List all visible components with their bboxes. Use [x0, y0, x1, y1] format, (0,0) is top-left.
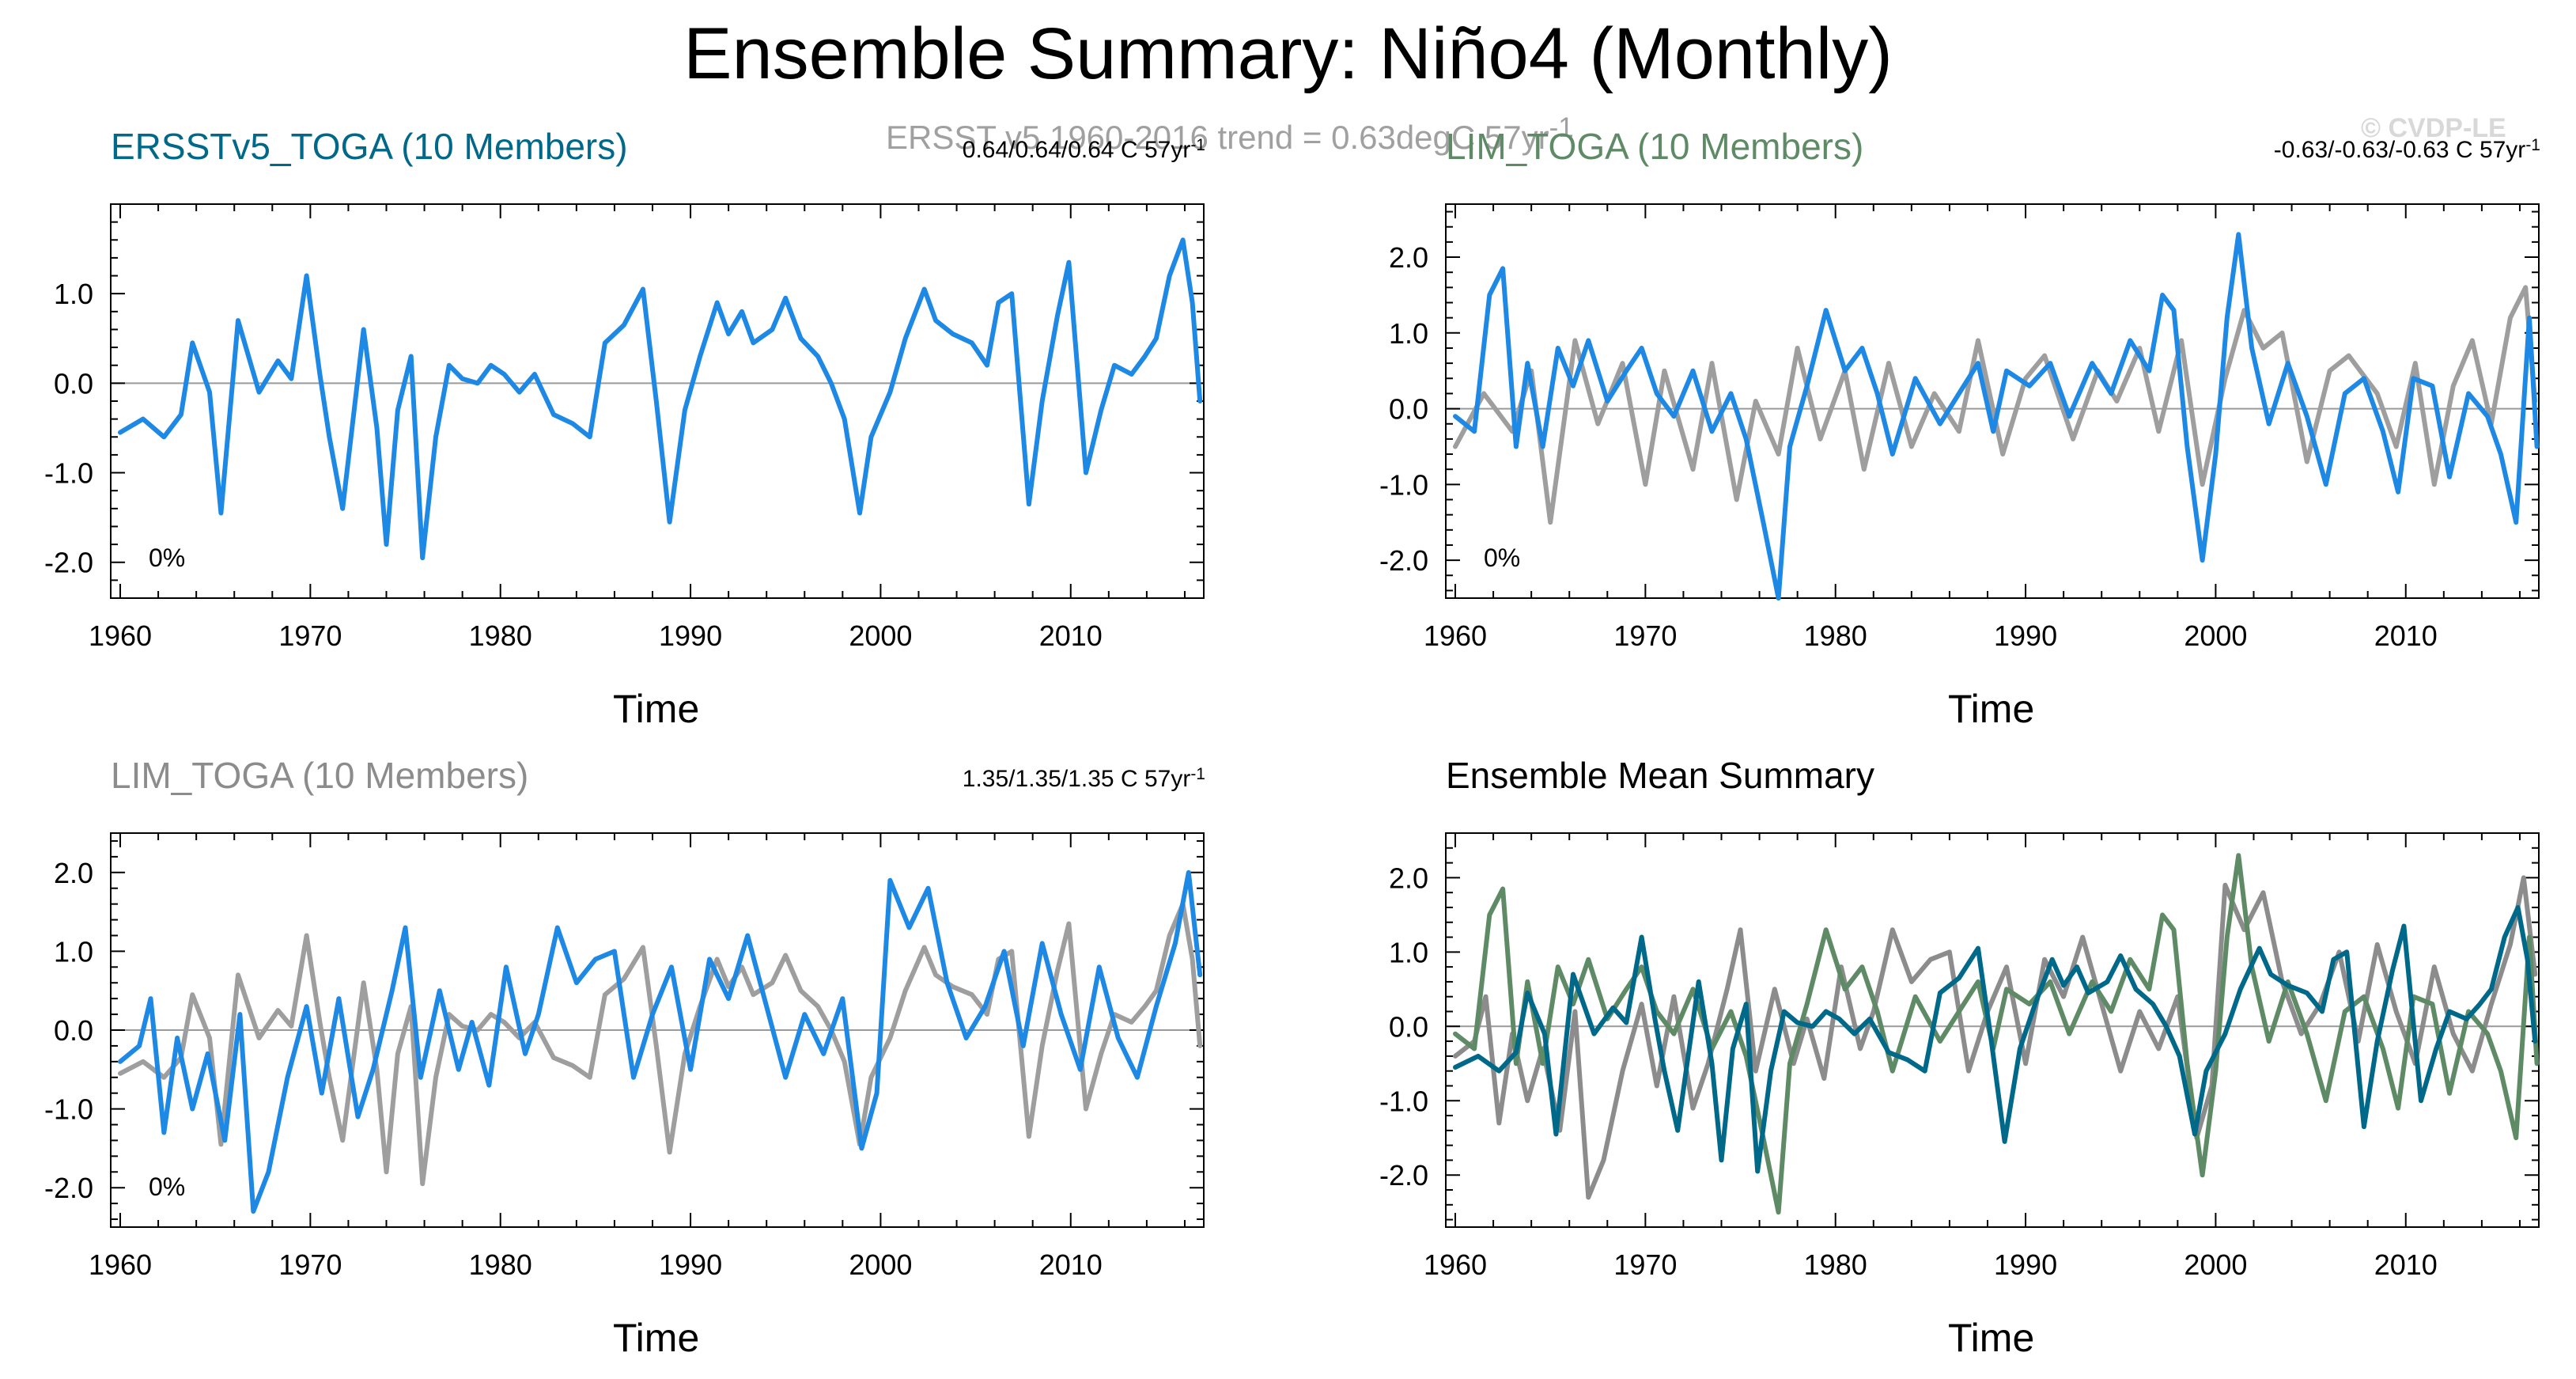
panel-stat-sup-top-left: -1 [1190, 136, 1205, 154]
xlabel-bottom-right: Time [1948, 1316, 2035, 1360]
ytick-label-bottom-left: -1.0 [44, 1093, 93, 1126]
xtick-label-bottom-left: 1960 [89, 1248, 152, 1281]
ytick-label-bottom-right: -1.0 [1379, 1085, 1428, 1117]
xtick-label-top-right: 2010 [2374, 619, 2438, 652]
ytick-label-top-right: -2.0 [1379, 544, 1428, 577]
xlabel-top-left: Time [613, 687, 700, 731]
panel-stat-top-right: -0.63/-0.63/-0.63 C 57yr-1 [2274, 136, 2540, 165]
ytick-label-bottom-right: 1.0 [1389, 936, 1428, 968]
ytick-label-bottom-right: 0.0 [1389, 1010, 1428, 1043]
series-line-bottom-left-1 [118, 869, 1203, 1214]
xtick-label-top-right: 2000 [2184, 619, 2247, 652]
xtick-label-top-left: 1990 [659, 619, 722, 652]
panel-title-top-left: ERSSTv5_TOGA (10 Members) [111, 126, 628, 167]
xtick-label-top-left: 1960 [89, 619, 152, 652]
ytick-label-top-left: 1.0 [54, 278, 93, 310]
ytick-label-bottom-left: 2.0 [54, 857, 93, 889]
ytick-label-top-right: 1.0 [1389, 317, 1428, 350]
ytick-label-bottom-left: -2.0 [44, 1172, 93, 1204]
xtick-label-bottom-right: 1960 [1424, 1248, 1487, 1281]
trend-subtitle: ERSST v5 1960-2016 trend = 0.63degC 57yr… [886, 109, 1574, 157]
panel-stat-top-left: 0.64/0.64/0.64 C 57yr-1 [963, 136, 1205, 165]
ytick-label-top-right: -1.0 [1379, 468, 1428, 501]
trend-subtitle-text: ERSST v5 1960-2016 trend = 0.63degC 57yr [886, 119, 1549, 156]
plot-frame-top-right [1445, 203, 2540, 599]
panel-title-top-right: LIM_TOGA (10 Members) [1446, 126, 1864, 167]
ytick-label-top-left: 0.0 [54, 367, 93, 400]
ytick-label-bottom-left: 1.0 [54, 935, 93, 968]
panel-stat-text-top-left: 0.64/0.64/0.64 C 57yr [962, 137, 1191, 163]
xtick-label-bottom-right: 1990 [1994, 1248, 2057, 1281]
percent-label-top-left: 0% [149, 544, 186, 572]
ytick-label-bottom-right: -2.0 [1379, 1159, 1428, 1191]
panel-stat-text-top-right: -0.63/-0.63/-0.63 C 57yr [2273, 137, 2526, 163]
plot-frame-bottom-right [1445, 832, 2540, 1228]
trend-subtitle-sup: -1 [1549, 112, 1574, 143]
percent-label-bottom-left: 0% [149, 1173, 186, 1201]
panel-stat-bottom-left: 1.35/1.35/1.35 C 57yr-1 [963, 765, 1205, 794]
series-line-bottom-left-0 [118, 901, 1203, 1187]
panel-title-bottom-left: LIM_TOGA (10 Members) [111, 755, 529, 796]
xtick-label-bottom-left: 2000 [849, 1248, 912, 1281]
ytick-label-top-right: 0.0 [1389, 393, 1428, 426]
copyright-watermark: © CVDP-LE [2361, 113, 2506, 143]
panel-stat-sup-bottom-left: -1 [1190, 765, 1205, 783]
ytick-label-bottom-left: 0.0 [54, 1014, 93, 1047]
xtick-label-bottom-left: 2010 [1039, 1248, 1103, 1281]
xtick-label-top-left: 2010 [1039, 619, 1103, 652]
xtick-label-top-left: 2000 [849, 619, 912, 652]
panel-title-bottom-right: Ensemble Mean Summary [1446, 755, 1874, 796]
panel-stat-text-bottom-left: 1.35/1.35/1.35 C 57yr [962, 766, 1191, 792]
xtick-label-top-left: 1970 [278, 619, 342, 652]
series-line-bottom-right-1 [1453, 853, 2540, 1215]
xtick-label-bottom-left: 1970 [278, 1248, 342, 1281]
xtick-label-top-right: 1990 [1994, 619, 2057, 652]
xtick-label-bottom-left: 1990 [659, 1248, 722, 1281]
series-line-top-left-0 [118, 237, 1203, 561]
series-line-top-right-0 [1453, 285, 2538, 525]
xlabel-bottom-left: Time [613, 1316, 700, 1360]
ytick-label-top-left: -2.0 [44, 547, 93, 579]
series-line-bottom-right-2 [1453, 905, 2538, 1174]
ytick-label-top-right: 2.0 [1389, 241, 1428, 274]
ytick-label-bottom-right: 2.0 [1389, 862, 1428, 894]
xtick-label-top-right: 1960 [1424, 619, 1487, 652]
page-title: Ensemble Summary: Niño4 (Monthly) [683, 13, 1893, 94]
xtick-label-top-right: 1970 [1613, 619, 1677, 652]
xlabel-top-right: Time [1948, 687, 2035, 731]
ytick-label-top-left: -1.0 [44, 457, 93, 490]
xtick-label-bottom-right: 2010 [2374, 1248, 2438, 1281]
xtick-label-top-left: 1980 [469, 619, 532, 652]
series-line-top-right-1 [1453, 232, 2540, 600]
xtick-label-top-right: 1980 [1804, 619, 1867, 652]
xtick-label-bottom-right: 2000 [2184, 1248, 2247, 1281]
xtick-label-bottom-left: 1980 [469, 1248, 532, 1281]
panel-stat-sup-top-right: -1 [2525, 136, 2540, 154]
percent-label-top-right: 0% [1484, 544, 1521, 572]
xtick-label-bottom-right: 1970 [1613, 1248, 1677, 1281]
xtick-label-bottom-right: 1980 [1804, 1248, 1867, 1281]
